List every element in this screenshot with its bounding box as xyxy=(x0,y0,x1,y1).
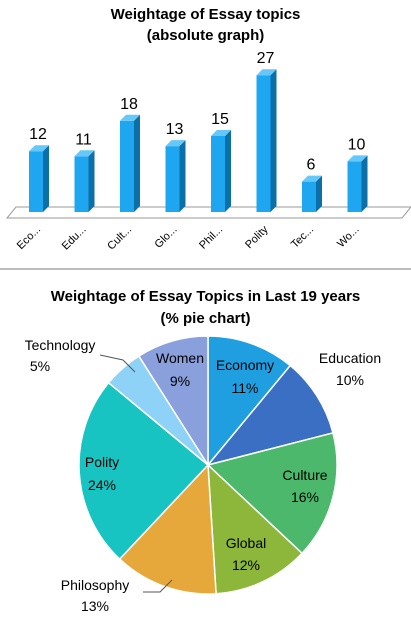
pie-percent-label: 11% xyxy=(232,380,259,396)
pie-chart-subtitle: (% pie chart) xyxy=(160,310,251,327)
pie-slice-women xyxy=(137,335,209,468)
bar-1 xyxy=(74,150,95,212)
leader-line-philosophy xyxy=(143,579,173,593)
pie-slice-global xyxy=(207,463,304,595)
pie-label: Philosophy xyxy=(61,577,130,593)
pie-slice-philosophy xyxy=(118,463,217,595)
bar-side xyxy=(225,130,231,212)
pie-label: Education xyxy=(319,350,381,366)
bar-front xyxy=(302,181,316,212)
bar-front xyxy=(256,75,271,212)
bar-value-label: 15 xyxy=(211,111,229,128)
bar-value-label: 27 xyxy=(257,50,275,67)
pie-percent-label: 24% xyxy=(88,477,116,493)
pie-slice-economy xyxy=(207,335,292,468)
bar-front xyxy=(165,146,180,212)
bar-top xyxy=(29,145,49,152)
bar-6 xyxy=(302,175,322,212)
pie-label: Global xyxy=(226,535,266,551)
bar-top xyxy=(165,140,186,147)
bar-top xyxy=(120,114,140,121)
bar-front xyxy=(29,151,43,212)
pie-slice-education xyxy=(205,364,334,467)
bar-front xyxy=(120,120,134,212)
bar-top xyxy=(302,175,322,182)
pie-chart-title: Weightage of Essay Topics in Last 19 yea… xyxy=(50,288,361,305)
bar-value-label: 6 xyxy=(307,157,316,174)
bar-side xyxy=(134,114,140,212)
bar-7 xyxy=(347,155,368,212)
bar-side xyxy=(361,155,368,212)
pie-percent-label: 5% xyxy=(30,358,50,374)
pie-label: Women xyxy=(156,350,204,366)
bar-value-label: 12 xyxy=(29,126,47,143)
chart-divider xyxy=(0,268,411,270)
bar-chart-subtitle: (absolute graph) xyxy=(146,27,265,44)
bar-front xyxy=(74,156,89,212)
bar-5 xyxy=(256,69,277,212)
pie-label: Technology xyxy=(25,337,96,353)
bar-chart: 12Eco...11Edu...18Cult...13Glo...15Phil.… xyxy=(5,50,411,252)
bar-2 xyxy=(120,114,140,212)
pie-label: Polity xyxy=(85,454,119,470)
bar-top xyxy=(74,150,95,157)
bar-top xyxy=(211,130,231,136)
pie-percent-label: 13% xyxy=(81,598,109,614)
pie-percent-label: 12% xyxy=(232,557,260,573)
bar-chart-title: Weightage of Essay topics xyxy=(110,6,301,23)
bar-side xyxy=(316,175,322,212)
bar-value-label: 11 xyxy=(75,131,92,148)
bar-top xyxy=(256,69,277,76)
bar-side xyxy=(179,140,186,212)
pie-label: Economy xyxy=(216,357,274,373)
leader-line-technology xyxy=(99,354,136,373)
bar-side xyxy=(43,145,49,212)
bar-0 xyxy=(29,145,49,212)
pie-percent-label: 16% xyxy=(291,489,319,505)
bar-value-label: 18 xyxy=(120,96,138,113)
bar-3 xyxy=(165,140,186,212)
pie-label: Culture xyxy=(282,467,327,483)
pie-slice-culture xyxy=(206,432,338,555)
bar-value-label: 10 xyxy=(348,136,366,153)
pie-percent-label: 9% xyxy=(170,373,190,389)
bar-front xyxy=(347,161,362,212)
bar-front xyxy=(211,136,225,212)
pie-slice-polity xyxy=(78,381,210,561)
bar-side xyxy=(270,69,277,212)
bar-side xyxy=(88,150,95,212)
bar-value-label: 13 xyxy=(166,121,184,138)
bar-4 xyxy=(211,130,231,212)
bar-top xyxy=(347,155,368,162)
pie-percent-label: 10% xyxy=(336,372,364,388)
